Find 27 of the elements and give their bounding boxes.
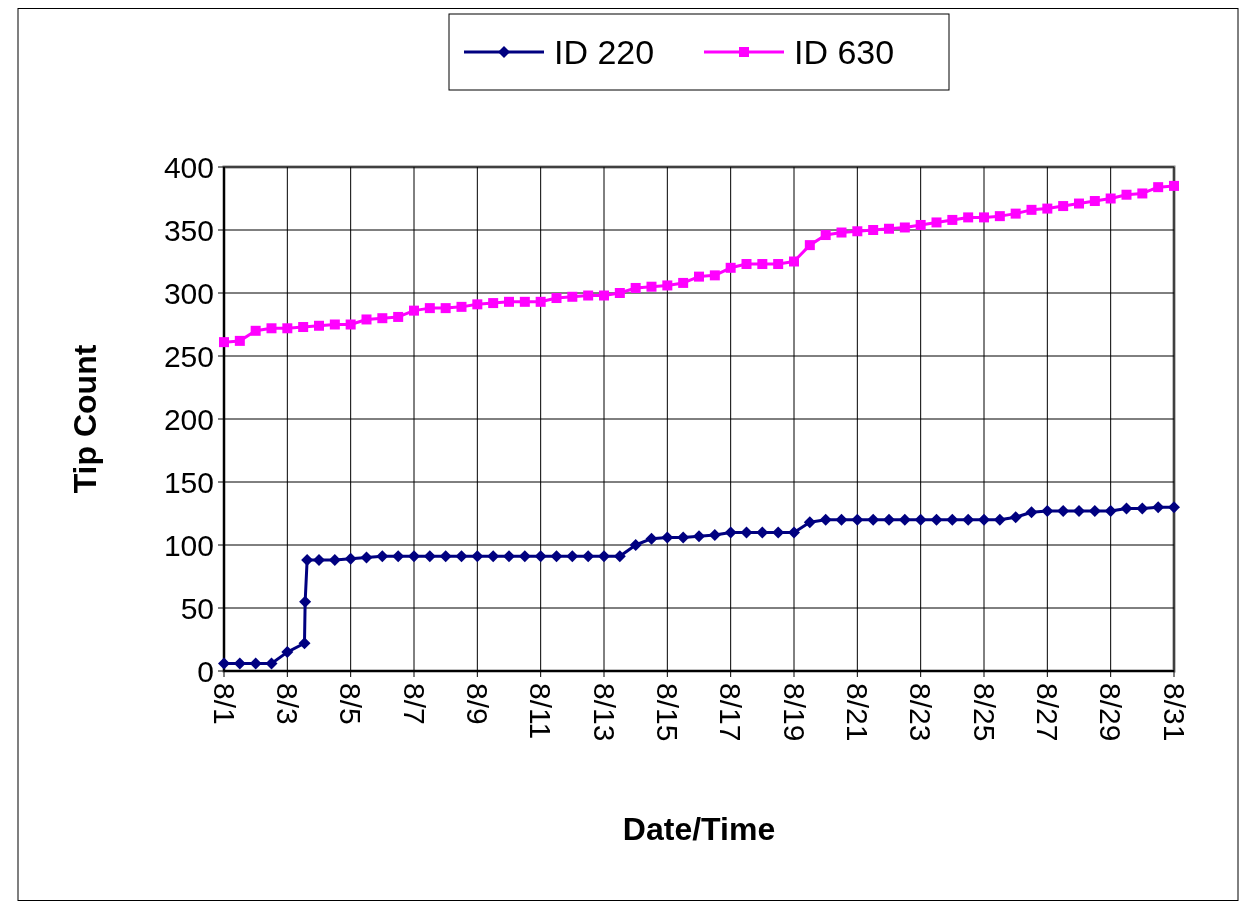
y-tick-label: 300: [163, 276, 214, 310]
y-tick-label: 50: [180, 591, 214, 625]
x-tick-label: 8/11: [524, 683, 558, 740]
x-tick-label: 8/7: [397, 683, 431, 725]
x-axis-title: Date/Time: [622, 811, 776, 847]
x-tick-label: 8/15: [650, 683, 684, 742]
y-tick-label: 150: [163, 465, 214, 499]
legend-label: ID 220: [554, 33, 655, 71]
y-tick-label: 100: [163, 528, 214, 562]
x-tick-label: 8/3: [270, 683, 304, 725]
x-tick-label: 8/5: [334, 683, 368, 725]
y-tick-label: 200: [163, 402, 214, 436]
x-tick-label: 8/31: [1157, 683, 1191, 742]
y-axis-title: Tip Count: [67, 344, 103, 494]
y-tick-label: 250: [163, 339, 214, 373]
x-tick-label: 8/21: [840, 683, 874, 742]
x-tick-label: 8/13: [587, 683, 621, 742]
x-tick-label: 8/17: [714, 683, 748, 742]
x-tick-label: 8/27: [1030, 683, 1064, 742]
legend-label: ID 630: [794, 33, 895, 71]
x-tick-label: 8/25: [967, 683, 1001, 742]
y-tick-label: 400: [163, 150, 214, 184]
x-tick-label: 8/19: [777, 683, 811, 742]
x-tick-label: 8/9: [460, 683, 494, 725]
y-tick-label: 350: [163, 213, 214, 247]
x-tick-label: 8/23: [904, 683, 938, 742]
x-tick-label: 8/29: [1094, 683, 1128, 742]
